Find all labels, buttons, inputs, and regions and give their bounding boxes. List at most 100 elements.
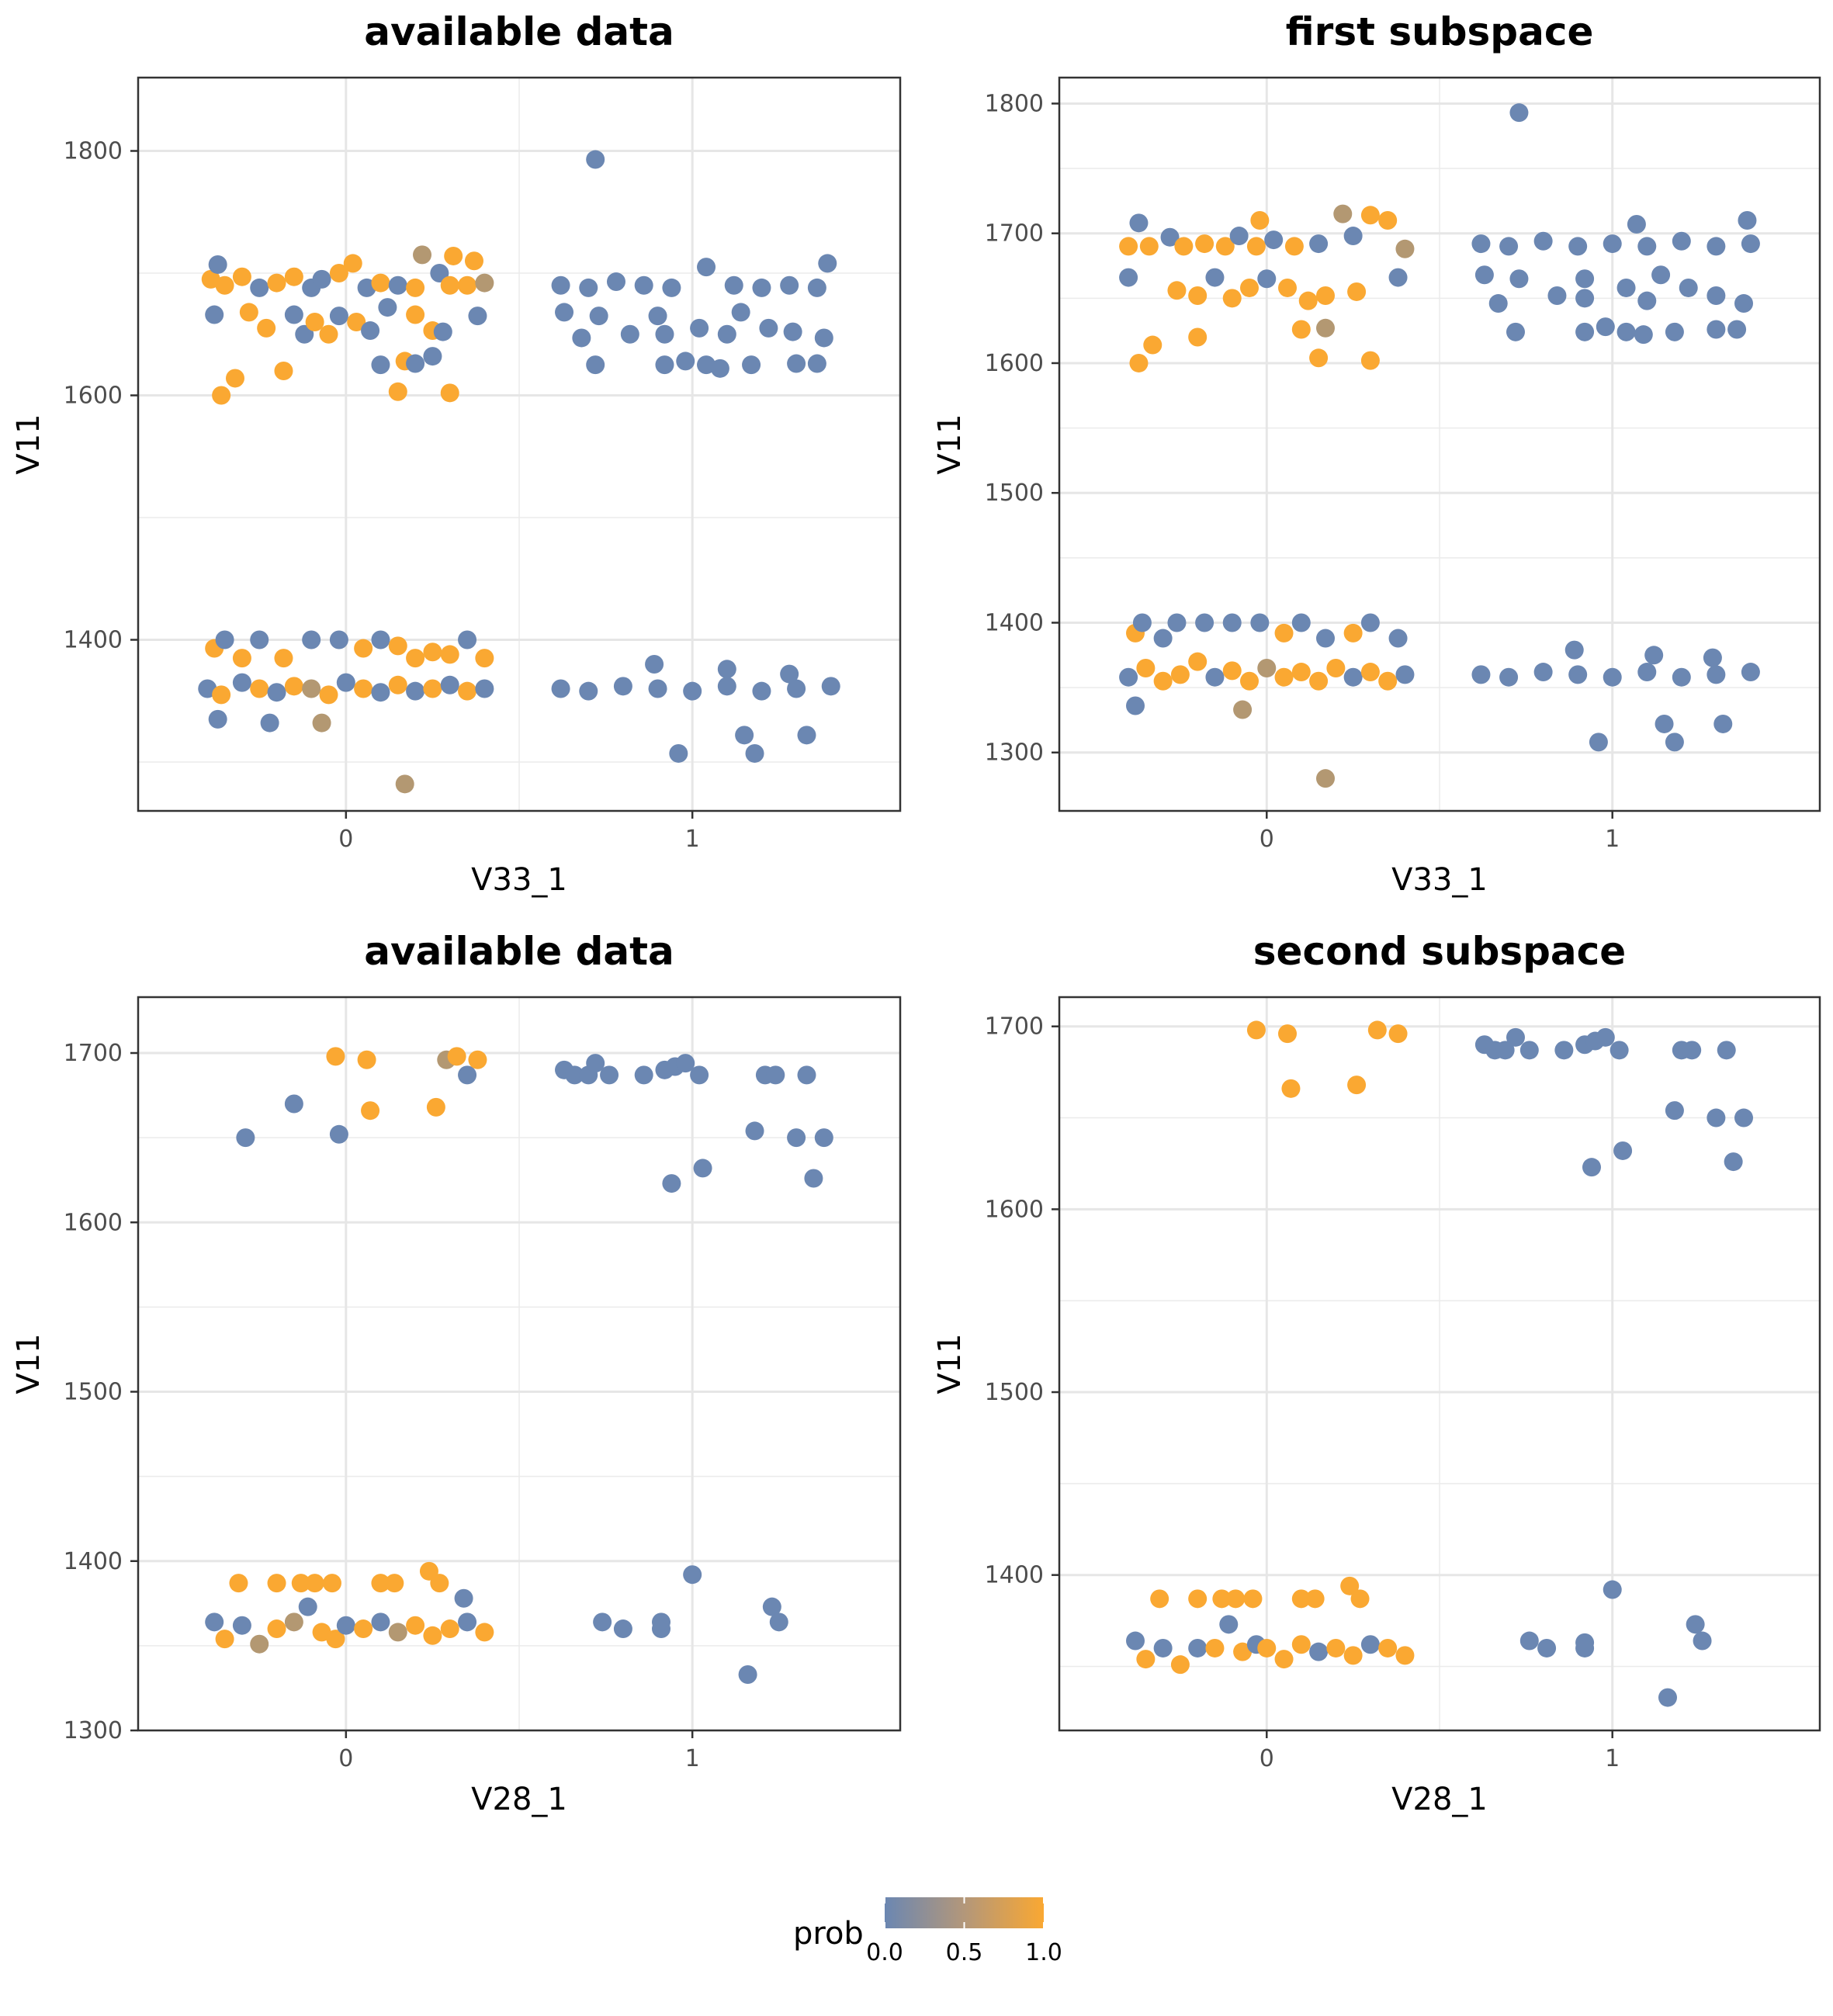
data-point xyxy=(1568,237,1588,256)
data-point xyxy=(440,675,459,695)
data-point xyxy=(662,1174,681,1193)
data-point xyxy=(1707,237,1726,256)
y-tick-label: 1400 xyxy=(985,609,1044,636)
data-point xyxy=(1707,286,1726,305)
y-tick-label: 1600 xyxy=(985,1196,1044,1223)
data-point xyxy=(1378,1638,1398,1657)
data-point xyxy=(1132,613,1152,632)
data-point xyxy=(371,1574,390,1593)
data-point xyxy=(807,354,826,373)
data-point xyxy=(250,679,269,698)
data-point xyxy=(1264,230,1284,250)
data-point xyxy=(1388,1024,1408,1044)
data-point xyxy=(205,1612,224,1632)
data-point xyxy=(797,726,816,745)
x-axis-label: V33_1 xyxy=(471,862,567,898)
data-point xyxy=(1333,204,1353,223)
data-point xyxy=(1471,665,1491,684)
data-point xyxy=(347,313,366,331)
data-point xyxy=(1658,1688,1677,1707)
data-point xyxy=(406,681,425,701)
y-axis-label: V11 xyxy=(11,1333,47,1394)
data-point xyxy=(1703,648,1722,667)
x-tick-label: 1 xyxy=(1605,826,1620,853)
data-point xyxy=(440,275,459,295)
data-point xyxy=(551,679,570,698)
data-point xyxy=(676,1054,695,1073)
data-point xyxy=(1170,665,1190,684)
data-point xyxy=(1554,1041,1574,1060)
data-point xyxy=(215,275,234,295)
data-point xyxy=(731,303,750,322)
data-point xyxy=(413,245,432,265)
data-point xyxy=(458,1065,477,1085)
data-point xyxy=(1634,325,1653,345)
data-point xyxy=(1665,1101,1684,1121)
data-point xyxy=(1143,335,1163,355)
data-point xyxy=(406,278,425,297)
y-tick-label: 1700 xyxy=(64,1040,123,1067)
data-point xyxy=(475,649,494,668)
data-point xyxy=(766,1065,785,1085)
data-point xyxy=(1305,1589,1325,1609)
data-point xyxy=(208,255,227,274)
panel-title: available data xyxy=(364,9,674,54)
data-point xyxy=(388,382,407,401)
data-point xyxy=(634,1065,653,1085)
data-point xyxy=(1499,667,1519,687)
data-point xyxy=(1129,213,1149,233)
data-point xyxy=(1488,294,1508,313)
legend-tick-label: 0.5 xyxy=(946,1939,983,1966)
data-point xyxy=(458,1612,477,1632)
data-point xyxy=(1637,291,1657,310)
data-point xyxy=(1575,289,1595,308)
data-point xyxy=(1195,234,1214,254)
y-axis-label: V11 xyxy=(932,1333,968,1394)
data-point xyxy=(371,355,390,375)
data-point xyxy=(655,355,674,375)
data-point xyxy=(239,303,258,322)
data-point xyxy=(787,679,806,698)
data-point xyxy=(1316,629,1335,648)
data-point xyxy=(1378,671,1398,691)
data-point xyxy=(1395,239,1415,258)
scatter-panel-2: 1300 1400 1500 1600 1700 1800 0 1 first subspace… xyxy=(932,9,1821,898)
data-point xyxy=(593,1612,612,1632)
data-point xyxy=(378,298,397,317)
data-point xyxy=(1360,206,1380,225)
x-axis-label: V28_1 xyxy=(471,1782,567,1817)
data-point xyxy=(284,677,303,696)
data-point xyxy=(423,347,442,366)
data-point xyxy=(780,275,799,295)
x-tick-label: 0 xyxy=(338,1745,353,1772)
data-point xyxy=(319,685,338,705)
data-point xyxy=(454,1588,473,1608)
data-point xyxy=(1316,286,1335,305)
data-point xyxy=(1533,663,1553,682)
panel-border xyxy=(1058,996,1821,1732)
data-point xyxy=(250,278,269,297)
data-point xyxy=(1395,665,1415,684)
data-point xyxy=(787,1128,806,1148)
data-point xyxy=(458,630,477,649)
data-point xyxy=(1119,237,1138,256)
data-point xyxy=(423,679,442,698)
data-point xyxy=(440,645,459,664)
data-point xyxy=(690,318,709,338)
data-point xyxy=(1278,1024,1297,1044)
data-point xyxy=(284,267,303,286)
data-point xyxy=(1603,1580,1622,1599)
data-point xyxy=(406,354,425,373)
data-point xyxy=(1139,237,1159,256)
x-tick-label: 0 xyxy=(338,826,353,853)
data-point xyxy=(1350,1589,1370,1609)
data-point xyxy=(652,1612,671,1632)
data-point xyxy=(717,660,736,679)
data-point xyxy=(1316,769,1335,788)
data-point xyxy=(1499,237,1519,256)
data-point xyxy=(1596,1027,1615,1047)
data-point xyxy=(267,1619,286,1639)
data-point xyxy=(1596,317,1615,337)
panel-border xyxy=(1058,76,1821,812)
data-point xyxy=(312,269,331,289)
